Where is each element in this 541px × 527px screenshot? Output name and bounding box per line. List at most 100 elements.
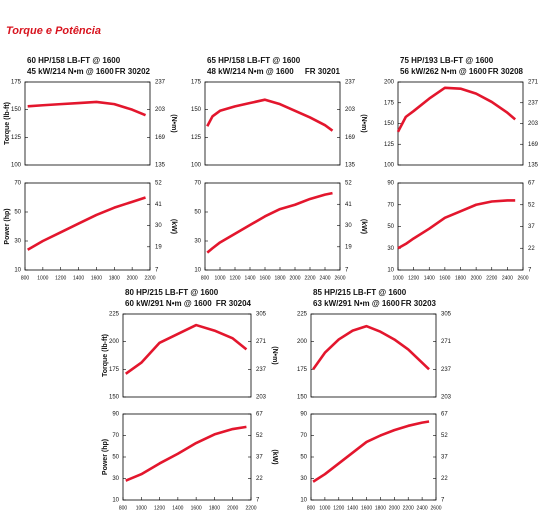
y2-tick-label: 271	[441, 339, 452, 345]
y2-tick-label: 52	[345, 181, 352, 187]
y-tick-label: 125	[384, 142, 395, 148]
y2-tick-label: 135	[345, 163, 356, 169]
y-tick-label: 50	[387, 224, 394, 230]
y2-axis-label: (kW)	[170, 219, 177, 234]
model-number: FR 30208	[488, 67, 524, 76]
x-tick-label: 1600	[439, 275, 450, 281]
engine-rating-metric: 45 kW/214 N•m @ 1600	[27, 67, 114, 76]
y-tick-label: 30	[387, 246, 394, 252]
torque-power-line	[27, 196, 146, 251]
y2-tick-label: 169	[528, 142, 539, 148]
x-tick-label: 1600	[91, 275, 102, 281]
y-tick-label: 10	[14, 268, 21, 274]
x-tick-label: 1200	[55, 275, 66, 281]
y2-tick-label: 22	[256, 476, 263, 482]
y-tick-label: 30	[112, 476, 119, 482]
engine-rating: 65 HP/158 LB-FT @ 1600	[207, 56, 301, 65]
y-tick-label: 90	[387, 181, 394, 187]
y-tick-label: 150	[109, 395, 120, 401]
x-tick-label: 2400	[502, 275, 513, 281]
x-tick-label: 2200	[144, 275, 155, 281]
engine-rating: 75 HP/193 LB-FT @ 1600	[400, 56, 494, 65]
y-tick-label: 150	[11, 107, 22, 113]
engine-rating-metric: 48 kW/214 N•m @ 1600	[207, 67, 294, 76]
plot-frame	[24, 182, 151, 271]
y-tick-label: 175	[297, 367, 308, 373]
y2-tick-label: 7	[441, 498, 445, 504]
engine-rating: 60 HP/158 LB-FT @ 1600	[27, 56, 121, 65]
plot-frame	[310, 313, 437, 398]
x-tick-label: 2000	[127, 275, 138, 281]
torque-power-line	[124, 323, 248, 375]
x-tick-label: 1000	[392, 275, 403, 281]
x-tick-label: 1600	[191, 505, 202, 511]
y2-tick-label: 7	[256, 498, 260, 504]
x-tick-label: 1800	[375, 505, 386, 511]
y-tick-label: 100	[384, 163, 395, 169]
y-tick-label: 50	[194, 210, 201, 216]
x-tick-label: 800	[201, 275, 210, 281]
y-tick-label: 175	[191, 80, 202, 86]
y2-tick-label: 52	[256, 433, 263, 439]
x-tick-label: 1200	[229, 275, 240, 281]
torque-power-line	[206, 191, 333, 254]
plot-frame	[204, 81, 341, 166]
y-tick-label: 30	[194, 239, 201, 245]
y2-tick-label: 37	[441, 455, 448, 461]
y2-tick-label: 19	[155, 244, 162, 250]
y2-tick-label: 7	[155, 268, 159, 274]
y2-tick-label: 41	[155, 202, 162, 208]
model-number: FR 30201	[305, 67, 341, 76]
y-tick-label: 70	[194, 181, 201, 187]
y-tick-label: 225	[109, 312, 120, 318]
x-tick-label: 2200	[486, 275, 497, 281]
y2-axis-label: (N•m)	[170, 114, 177, 132]
x-tick-label: 2600	[430, 505, 441, 511]
x-tick-label: 1200	[154, 505, 165, 511]
y-tick-label: 30	[300, 476, 307, 482]
y-tick-label: 200	[384, 80, 395, 86]
y2-tick-label: 271	[256, 339, 267, 345]
y2-axis-label: (N•m)	[271, 346, 278, 364]
y-axis-label: Power (hp)	[102, 439, 109, 475]
x-tick-label: 800	[21, 275, 30, 281]
y-tick-label: 175	[384, 100, 395, 106]
x-tick-label: 1600	[259, 275, 270, 281]
x-tick-label: 1000	[214, 275, 225, 281]
y2-tick-label: 52	[528, 202, 535, 208]
x-tick-label: 2000	[227, 505, 238, 511]
x-tick-label: 2200	[403, 505, 414, 511]
y2-tick-label: 52	[441, 433, 448, 439]
y-tick-label: 50	[300, 455, 307, 461]
y2-tick-label: 67	[441, 412, 448, 418]
x-tick-label: 1000	[37, 275, 48, 281]
plot-frame	[24, 81, 151, 166]
y2-tick-label: 52	[155, 181, 162, 187]
torque-power-line	[396, 86, 517, 133]
plot-frame	[122, 313, 252, 398]
x-tick-label: 2400	[417, 505, 428, 511]
x-tick-label: 1200	[333, 505, 344, 511]
plot-frame	[310, 413, 437, 501]
y-axis-label: Torque (lb-ft)	[102, 334, 109, 377]
plot-frame	[397, 182, 524, 271]
x-tick-label: 2000	[289, 275, 300, 281]
y-tick-label: 225	[297, 312, 308, 318]
engine-rating-metric: 56 kW/262 N•m @ 1600	[400, 67, 487, 76]
y2-tick-label: 37	[256, 455, 263, 461]
x-tick-label: 2600	[517, 275, 528, 281]
y-tick-label: 175	[109, 367, 120, 373]
y2-tick-label: 237	[256, 367, 267, 373]
plot-frame	[397, 81, 524, 166]
x-tick-label: 2000	[471, 275, 482, 281]
plot-frame	[204, 182, 341, 271]
y2-tick-label: 169	[345, 135, 356, 141]
model-number: FR 30203	[401, 299, 437, 308]
y2-tick-label: 19	[345, 244, 352, 250]
x-tick-label: 1800	[109, 275, 120, 281]
x-tick-label: 1000	[136, 505, 147, 511]
x-tick-label: 1200	[408, 275, 419, 281]
y-axis-label: Torque (lb-ft)	[4, 102, 11, 145]
torque-power-line	[397, 199, 516, 250]
y2-tick-label: 203	[345, 107, 356, 113]
